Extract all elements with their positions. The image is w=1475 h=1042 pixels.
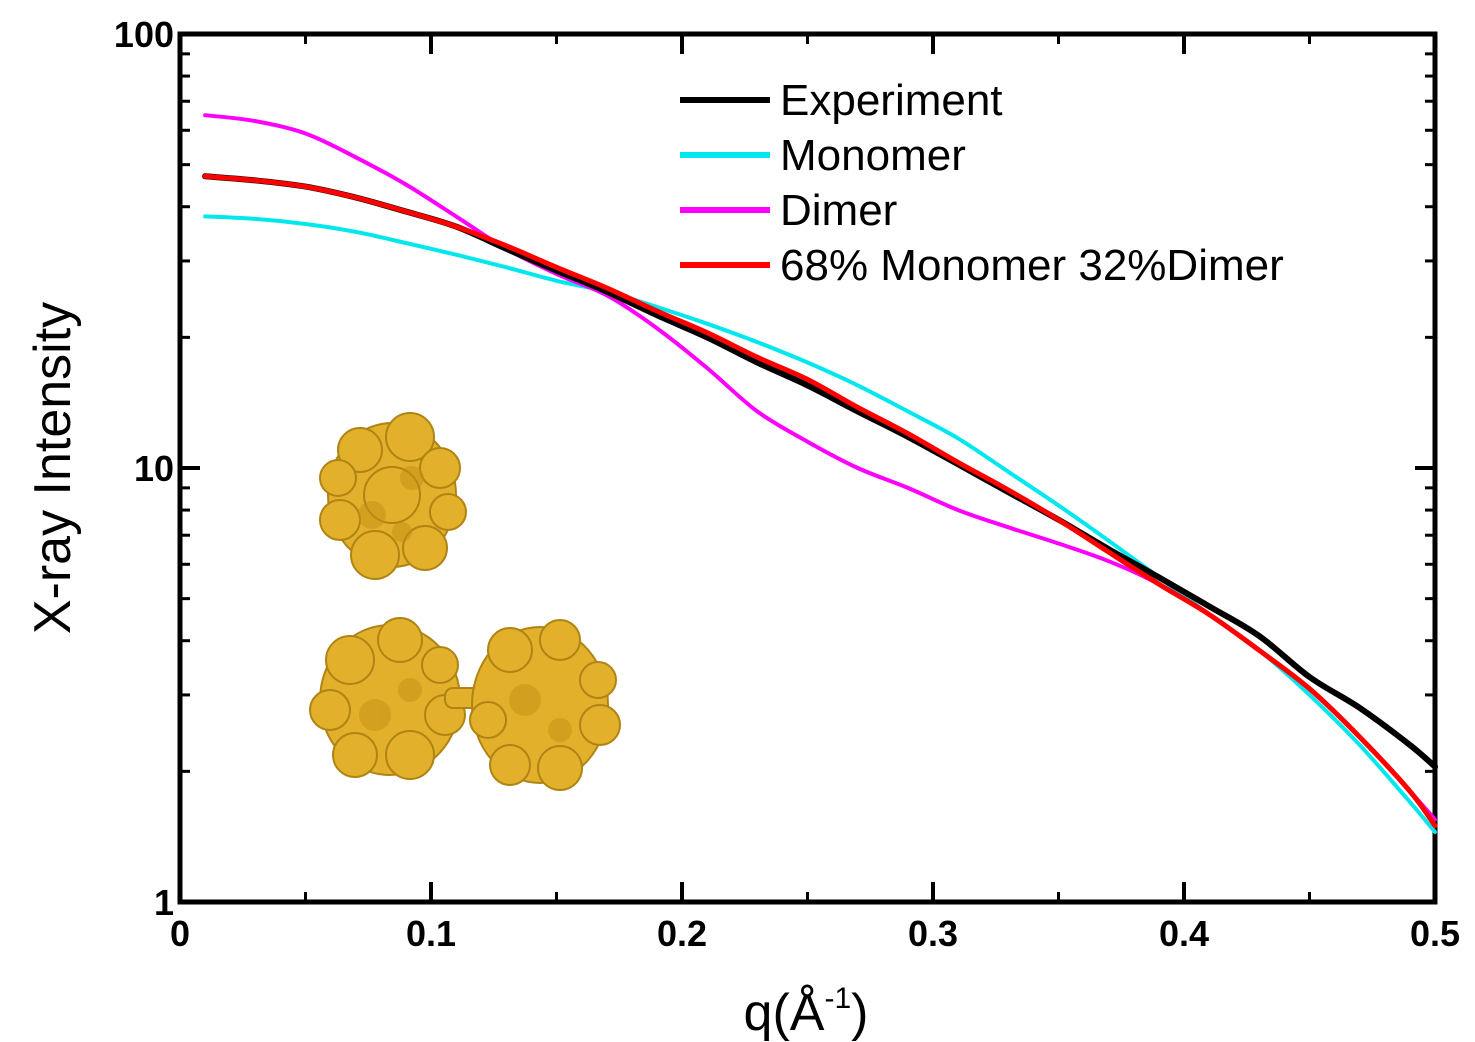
x-tick-label: 0 — [170, 913, 190, 954]
monomer-structure-image — [319, 412, 467, 580]
y-tick-label: 1 — [154, 882, 174, 923]
series-lines — [202, 113, 1438, 834]
series-line-68-monomer-32-dimer — [202, 173, 1438, 829]
legend: Experiment Monomer Dimer 68% Monomer 32%Dim… — [680, 76, 1284, 290]
x-tick-label: 0.1 — [406, 913, 456, 954]
x-tick-label: 0.3 — [908, 913, 958, 954]
y-axis-title: X-ray Intensity — [24, 302, 82, 634]
y-tick-label: 10 — [134, 448, 174, 489]
x-axis-title: q(Å-1) — [744, 982, 869, 1042]
x-tick-label: 0.5 — [1410, 913, 1460, 954]
dimer-structure-image — [309, 617, 621, 791]
legend-label: Monomer — [780, 131, 966, 180]
x-tick-label: 0.4 — [1159, 913, 1209, 954]
legend-label: 68% Monomer 32%Dimer — [780, 241, 1284, 290]
axis-ticks: 0 0.1 0.2 0.3 0.4 0.5 1 10 100 — [114, 14, 1460, 954]
legend-label: Dimer — [780, 186, 897, 235]
x-tick-label: 0.2 — [657, 913, 707, 954]
x-axis-title-superscript: -1 — [824, 982, 851, 1015]
y-tick-label: 100 — [114, 14, 174, 55]
legend-label: Experiment — [780, 76, 1003, 125]
